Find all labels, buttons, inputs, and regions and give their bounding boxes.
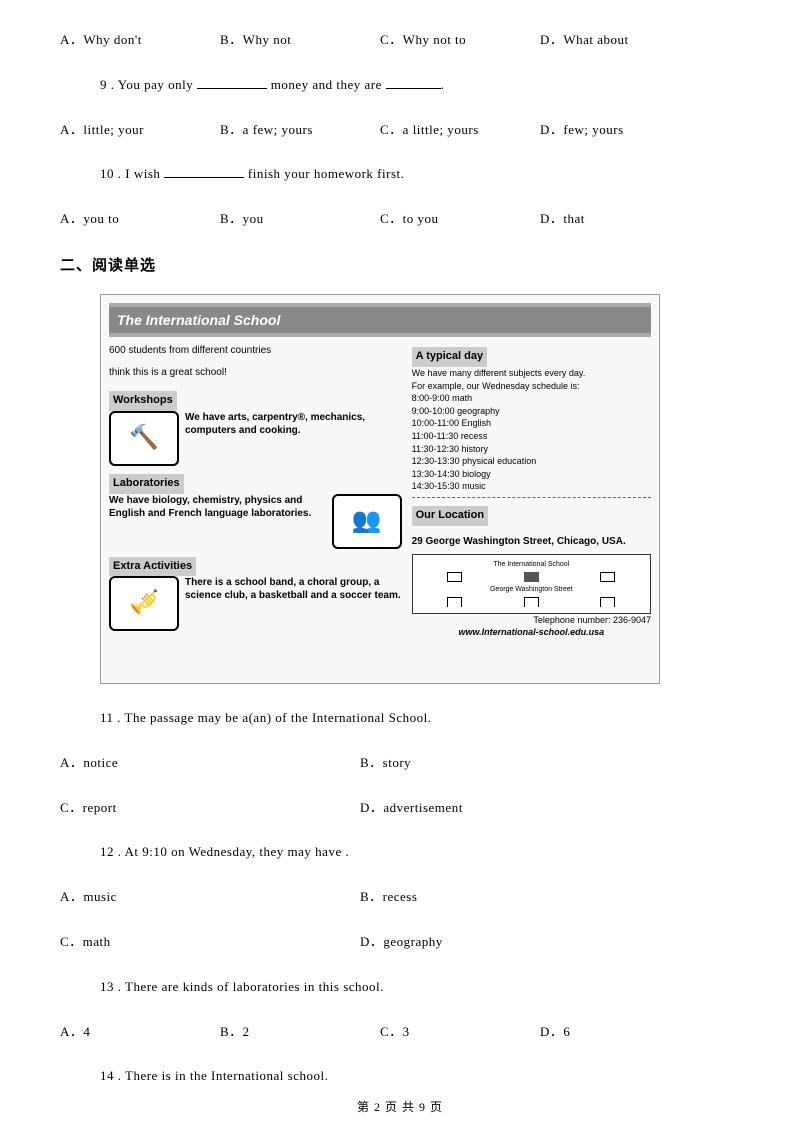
q9-mid: money and they are — [267, 77, 386, 92]
workshops-label: Workshops — [109, 391, 177, 411]
q10-opt-b: B．you — [220, 209, 380, 230]
q10-opt-a: A．you to — [60, 209, 220, 230]
q12-opt-b: B．recess — [360, 887, 660, 908]
q11-opt-b: B．story — [360, 753, 660, 774]
q9-post: . — [441, 77, 445, 92]
intro2: think this is a great school! — [109, 365, 402, 381]
q11-opt-c: C．report — [60, 798, 360, 819]
sched-3: 11:00-11:30 recess — [412, 430, 651, 443]
q8-options: A．Why don't B．Why not C．Why not to D．Wha… — [60, 30, 740, 51]
workshops-text: We have arts, carpentry®, mechanics, com… — [185, 411, 402, 437]
workshop-icon: 🔨 — [109, 411, 179, 466]
page-footer: 第 2 页 共 9 页 — [0, 1098, 800, 1117]
sched-0: 8:00-9:00 math — [412, 392, 651, 405]
blank — [386, 76, 441, 89]
q10-pre: 10 . I wish — [100, 166, 164, 181]
map-label2: George Washington Street — [417, 584, 646, 595]
website: www.International-school.edu.usa — [412, 626, 651, 639]
q13-opt-c: C．3 — [380, 1022, 540, 1043]
q8-opt-a: A．Why don't — [60, 30, 220, 51]
q11-options-1: A．notice B．story — [60, 753, 740, 774]
q10-opt-c: C．to you — [380, 209, 540, 230]
q9-text: 9 . You pay only money and they are . — [60, 75, 740, 96]
extra-icon: 🎺 — [109, 576, 179, 631]
typical-intro2: For example, our Wednesday schedule is: — [412, 380, 651, 393]
lab-icon: 👥 — [332, 494, 402, 549]
q9-opt-d: D．few; yours — [540, 120, 700, 141]
q13-options: A．4 B．2 C．3 D．6 — [60, 1022, 740, 1043]
q9-opt-a: A．little; your — [60, 120, 220, 141]
sched-7: 14:30-15:30 music — [412, 480, 651, 493]
q11-opt-d: D．advertisement — [360, 798, 660, 819]
q9-opt-b: B．a few; yours — [220, 120, 380, 141]
loc-addr: 29 George Washington Street, Chicago, US… — [412, 534, 651, 550]
q12-options-2: C．math D．geography — [60, 932, 740, 953]
q13-text: 13 . There are kinds of laboratories in … — [60, 977, 740, 998]
q8-opt-d: D．What about — [540, 30, 700, 51]
sched-6: 13:30-14:30 biology — [412, 468, 651, 481]
q10-options: A．you to B．you C．to you D．that — [60, 209, 740, 230]
q8-opt-c: C．Why not to — [380, 30, 540, 51]
blank — [164, 165, 244, 178]
blank — [197, 76, 267, 89]
school-title: The International School — [109, 303, 651, 337]
left-column: 600 students from different countries th… — [109, 343, 402, 638]
q8-opt-b: B．Why not — [220, 30, 380, 51]
q12-text: 12 . At 9:10 on Wednesday, they may have… — [60, 842, 740, 863]
typical-intro1: We have many different subjects every da… — [412, 367, 651, 380]
q12-opt-a: A．music — [60, 887, 360, 908]
q10-opt-d: D．that — [540, 209, 700, 230]
typical-label: A typical day — [412, 347, 487, 367]
right-column: A typical day We have many different sub… — [412, 343, 651, 638]
q10-text: 10 . I wish finish your homework first. — [60, 164, 740, 185]
section-2-header: 二、阅读单选 — [60, 254, 740, 278]
intro1: 600 students from different countries — [109, 343, 402, 359]
q12-opt-c: C．math — [60, 932, 360, 953]
q14-text: 14 . There is in the International schoo… — [60, 1066, 740, 1087]
q13-opt-b: B．2 — [220, 1022, 380, 1043]
q9-opt-c: C．a little; yours — [380, 120, 540, 141]
q12-options-1: A．music B．recess — [60, 887, 740, 908]
school-infographic: The International School 600 students fr… — [100, 294, 660, 684]
q11-opt-a: A．notice — [60, 753, 360, 774]
q11-options-2: C．report D．advertisement — [60, 798, 740, 819]
sched-1: 9:00-10:00 geography — [412, 405, 651, 418]
loc-label: Our Location — [412, 506, 488, 526]
tel: Telephone number: 236-9047 — [412, 614, 651, 627]
q9-pre: 9 . You pay only — [100, 77, 197, 92]
map-label1: The International School — [417, 559, 646, 570]
labs-label: Laboratories — [109, 474, 184, 494]
map-icon: The International School George Washingt… — [412, 554, 651, 614]
sched-2: 10:00-11:00 English — [412, 417, 651, 430]
school-content: 600 students from different countries th… — [109, 343, 651, 638]
labs-text: We have biology, chemistry, physics and … — [109, 494, 326, 520]
extra-label: Extra Activities — [109, 557, 196, 577]
q9-options: A．little; your B．a few; yours C．a little… — [60, 120, 740, 141]
sched-5: 12:30-13:30 physical education — [412, 455, 651, 468]
q10-post: finish your homework first. — [244, 166, 404, 181]
extra-text: There is a school band, a choral group, … — [185, 576, 402, 602]
q12-opt-d: D．geography — [360, 932, 660, 953]
q13-opt-a: A．4 — [60, 1022, 220, 1043]
q13-opt-d: D．6 — [540, 1022, 700, 1043]
sched-4: 11:30-12:30 history — [412, 443, 651, 456]
q11-text: 11 . The passage may be a(an) of the Int… — [60, 708, 740, 729]
